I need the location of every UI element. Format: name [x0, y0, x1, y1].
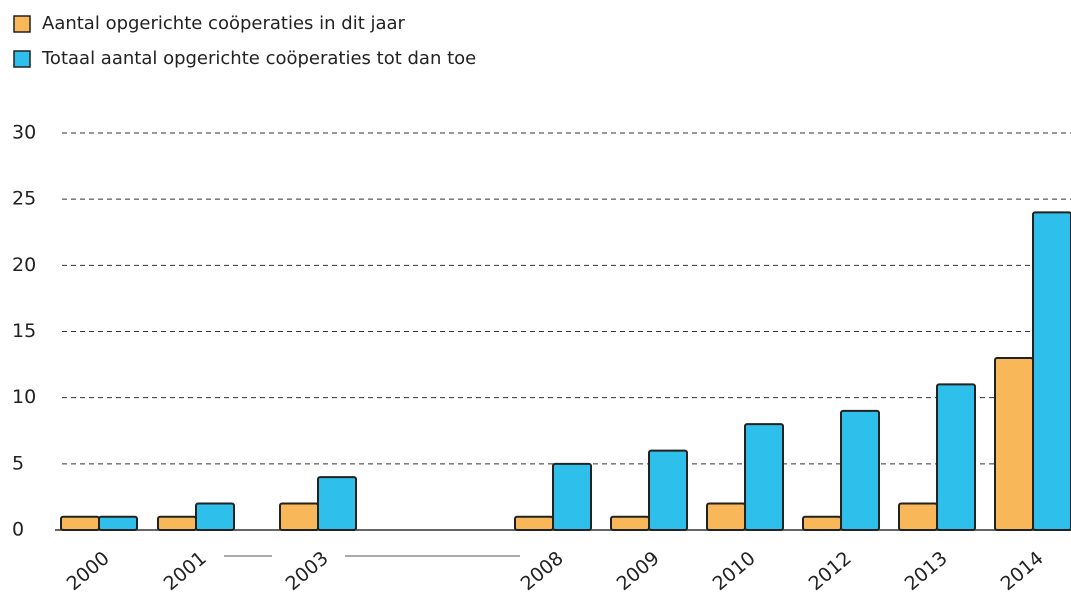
- legend-text: Totaal aantal opgerichte coöperaties tot…: [41, 48, 476, 69]
- bar: [648, 449, 688, 532]
- x-tick-label: 2013: [901, 547, 952, 595]
- bar: [514, 515, 554, 531]
- bar: [98, 515, 138, 531]
- y-tick-label: 30: [12, 122, 36, 144]
- legend-text: Aantal opgerichte coöperaties in dit jaa…: [42, 13, 406, 34]
- x-tick-label: 2009: [613, 547, 664, 595]
- legend-swatch: [13, 15, 31, 33]
- x-tick-label: 2008: [517, 547, 568, 595]
- bar: [317, 476, 357, 532]
- bar: [840, 409, 880, 531]
- legend-swatch: [13, 50, 31, 68]
- y-tick-label: 0: [12, 519, 24, 541]
- bar: [195, 502, 235, 531]
- y-tick-label: 15: [12, 320, 36, 342]
- bar: [60, 515, 100, 531]
- bar: [936, 383, 976, 531]
- bar: [802, 515, 842, 531]
- bar: [898, 502, 938, 531]
- bar: [706, 502, 746, 531]
- x-tick-label: 2012: [805, 547, 856, 595]
- bar: [744, 423, 784, 531]
- bar: [994, 356, 1034, 532]
- y-tick-label: 20: [12, 254, 36, 276]
- y-tick-label: 10: [12, 386, 36, 408]
- bar: [279, 502, 319, 531]
- x-tick-label: 2003: [282, 547, 333, 595]
- bar: [610, 515, 650, 531]
- y-tick-label: 5: [12, 452, 24, 474]
- x-tick-label: 2000: [63, 547, 114, 595]
- x-tick-label: 2010: [709, 547, 760, 595]
- y-tick-label: 25: [12, 188, 36, 210]
- x-tick-label: 2001: [160, 547, 211, 595]
- x-tick-label: 2014: [997, 547, 1048, 595]
- bar: [1032, 211, 1071, 531]
- bar: [157, 515, 197, 531]
- bar: [552, 462, 592, 532]
